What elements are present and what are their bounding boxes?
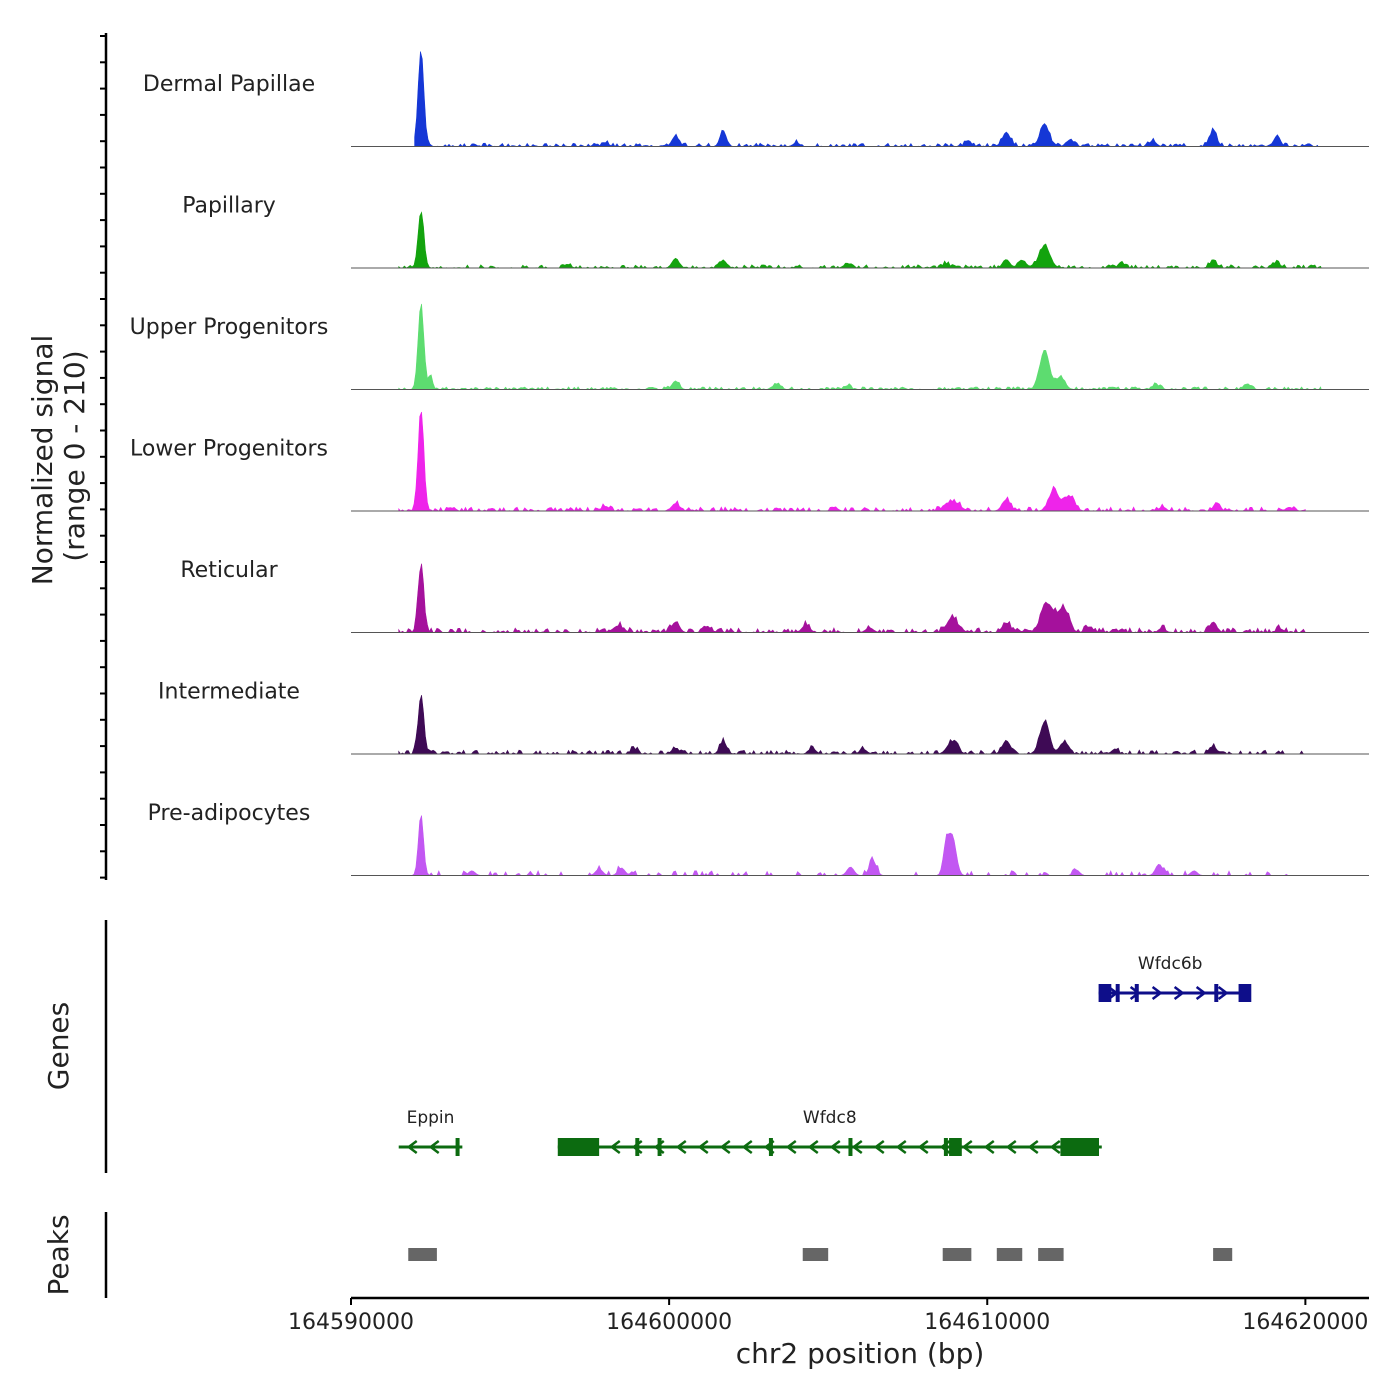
signal-y-axis: [100, 33, 108, 880]
gene-eppin: Eppin: [398, 1108, 463, 1156]
track-signal-area: [398, 695, 1306, 755]
peak-region: [942, 1248, 972, 1261]
gene-exon-block: [1238, 984, 1252, 1002]
track-papillary: Papillary: [182, 194, 1369, 269]
track-label: Lower Progenitors: [130, 437, 328, 462]
peak-region: [1038, 1248, 1064, 1261]
x-tick-label: 164620000: [1242, 1310, 1368, 1335]
gene-exon-tick: [455, 1138, 460, 1156]
x-tick-label: 164600000: [606, 1310, 732, 1335]
gene-wfdc8: Wfdc8: [557, 1108, 1102, 1156]
peaks-panel-title: Peaks: [42, 1214, 75, 1295]
gene-exon-block: [949, 1138, 962, 1156]
strand-arrow: [675, 1140, 687, 1154]
x-tick-label: 164590000: [288, 1310, 414, 1335]
strand-arrow: [697, 1140, 709, 1154]
track-label: Pre-adipocytes: [148, 801, 311, 826]
track-signal-area: [398, 563, 1306, 634]
peak-regions: [408, 1248, 1233, 1261]
strand-arrow: [895, 1140, 907, 1154]
track-dermal-papillae: Dermal Papillae: [143, 51, 1369, 148]
gene-exon-tick: [1115, 984, 1120, 1002]
strand-arrow: [961, 1140, 973, 1154]
strand-arrow: [1217, 986, 1229, 1000]
gene-exon-tick: [657, 1138, 662, 1156]
x-tick-label: 164610000: [924, 1310, 1050, 1335]
gene-exon-tick: [635, 1138, 640, 1156]
strand-arrow: [851, 1140, 863, 1154]
strand-arrow: [1049, 1140, 1061, 1154]
gene-exon-tick: [943, 1138, 948, 1156]
track-upper-progenitors: Upper Progenitors: [130, 303, 1369, 390]
strand-arrow: [428, 1140, 440, 1154]
gene-name-label: Eppin: [407, 1108, 455, 1128]
track-signal-area: [398, 303, 1322, 390]
strand-arrow: [785, 1140, 797, 1154]
track-lower-progenitors: Lower Progenitors: [130, 411, 1369, 512]
track-label: Dermal Papillae: [143, 72, 315, 97]
track-label: Upper Progenitors: [130, 315, 329, 340]
gene-exon-block: [557, 1138, 600, 1156]
track-signal-area: [414, 51, 1319, 148]
gene-name-label: Wfdc8: [803, 1108, 857, 1128]
track-intermediate: Intermediate: [158, 680, 1369, 755]
strand-arrow: [609, 1140, 621, 1154]
gene-exon-tick: [1095, 1138, 1100, 1156]
peak-region: [996, 1248, 1023, 1261]
signal-y-axis-title-line2: (range 0 - 210): [58, 350, 91, 561]
strand-arrow: [741, 1140, 753, 1154]
strand-arrow: [807, 1140, 819, 1154]
peak-region: [408, 1248, 437, 1261]
strand-arrow: [1027, 1140, 1039, 1154]
strand-arrow: [719, 1140, 731, 1154]
track-label: Intermediate: [158, 680, 300, 705]
strand-arrow: [406, 1140, 418, 1154]
gene-exon-tick: [768, 1138, 773, 1156]
gene-exon-tick: [848, 1138, 853, 1156]
strand-arrow: [917, 1140, 929, 1154]
gene-exon-tick: [1134, 984, 1139, 1002]
strand-arrow: [873, 1140, 885, 1154]
gene-wfdc6b: Wfdc6b: [1098, 954, 1252, 1002]
strand-arrow: [1005, 1140, 1017, 1154]
track-pre-adipocytes: Pre-adipocytes: [148, 801, 1369, 877]
peak-region: [802, 1248, 829, 1261]
strand-arrow: [983, 1140, 995, 1154]
peak-region: [1213, 1248, 1233, 1261]
signal-y-axis-title-line1: Normalized signal: [26, 335, 59, 586]
gene-exon-block: [1098, 984, 1112, 1002]
gene-name-label: Wfdc6b: [1138, 954, 1203, 974]
strand-arrow: [1173, 986, 1185, 1000]
track-reticular: Reticular: [180, 558, 1369, 634]
gene-exon-tick: [1214, 984, 1219, 1002]
x-axis-title: chr2 position (bp): [736, 1337, 985, 1370]
gene-exon-block: [1060, 1138, 1096, 1156]
track-label: Papillary: [182, 194, 276, 219]
track-signal-area: [398, 815, 1299, 877]
track-signal-area: [398, 411, 1306, 512]
gene-annotations: Wfdc6b Eppin Wfdc8: [398, 954, 1252, 1156]
coverage-tracks: Dermal Papillae Papillary Upper Progenitor…: [130, 51, 1369, 877]
track-label: Reticular: [180, 558, 278, 583]
track-signal-area: [398, 211, 1322, 269]
strand-arrow: [829, 1140, 841, 1154]
x-axis: 164590000 164600000 164610000 164620000: [288, 1296, 1369, 1335]
strand-arrow: [1195, 986, 1207, 1000]
genes-panel-title: Genes: [42, 1002, 75, 1090]
strand-arrow: [1151, 986, 1163, 1000]
